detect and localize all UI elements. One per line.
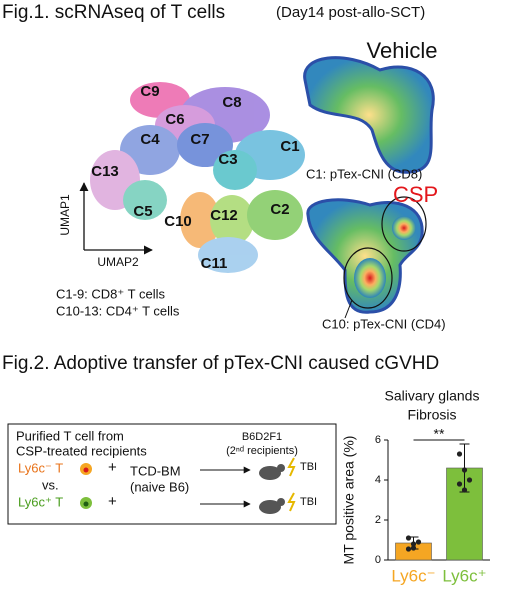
data-point (405, 535, 412, 541)
umap-clouds (90, 82, 305, 273)
schematic-text: TCD-BM (130, 463, 181, 478)
y-tick-label: 6 (375, 434, 381, 446)
x-tick-label: Ly6c⁺ (442, 566, 486, 585)
cell-icon (83, 467, 89, 473)
bolt (287, 457, 296, 477)
callout-text: C10: pTex-CNI (CD4) (322, 316, 446, 331)
schematic-text: B6D2F1 (242, 431, 282, 443)
callout-ellipse (343, 247, 393, 309)
cluster-label: C6 (165, 111, 184, 128)
cluster-label: C13 (91, 163, 119, 180)
schematic-text: vs. (42, 477, 59, 492)
cluster-label: C11 (201, 255, 228, 272)
hotspot (392, 216, 416, 240)
y-tick-label: 4 (375, 474, 381, 486)
chart-title: Salivary glands (385, 388, 480, 404)
y-tick-label: 2 (375, 514, 381, 526)
bolt (287, 492, 296, 512)
axis-label: UMAP1 (58, 194, 72, 236)
schematic-box (7, 423, 337, 525)
data-point (410, 541, 417, 547)
group-label: Ly6c⁻ T (18, 460, 63, 475)
mouse-icons (259, 464, 285, 514)
cluster-label: C8 (222, 94, 241, 111)
chart-title: Fibrosis (407, 407, 456, 423)
fig1-title: Fig.1. scRNAseq of T cells (2, 2, 225, 23)
data-point (410, 545, 417, 551)
heatmap-vehicle (303, 56, 435, 174)
cell-icon (83, 501, 89, 507)
schematic-text: (naive B6) (130, 479, 189, 494)
data-point (415, 539, 422, 545)
schematic-text: TBI (300, 461, 317, 473)
heatmap-title: Vehicle (367, 38, 438, 63)
csp-label: CSP (393, 182, 438, 207)
schematic-text: Purified T cell from (16, 428, 124, 443)
cluster-label: C10 (164, 213, 192, 230)
data-point (456, 481, 463, 487)
schematic-text: (2ⁿᵈ recipients) (226, 445, 298, 457)
callout-ellipse (381, 196, 427, 252)
fig1-subtitle: (Day14 post-allo-SCT) (276, 4, 425, 21)
y-axis-label: MT positive area (%) (341, 436, 357, 565)
hotspot (354, 258, 386, 298)
data-point (405, 546, 412, 552)
legend-text: C1-9: CD8⁺ T cells (56, 286, 165, 301)
data-point (461, 487, 468, 493)
cluster-label: C1 (280, 138, 299, 155)
y-tick-label: 0 (375, 554, 381, 566)
data-point (461, 467, 468, 473)
schematic-text: TBI (300, 496, 317, 508)
significance: ** (434, 426, 445, 442)
plus: + (108, 459, 117, 476)
schematic-text: CSP-treated recipients (16, 443, 147, 458)
cluster-label: C9 (140, 83, 159, 100)
data-point (466, 477, 473, 483)
plus: + (108, 493, 117, 510)
legend-text: C10-13: CD4⁺ T cells (56, 303, 180, 318)
fig2-title: Fig.2. Adoptive transfer of pTex-CNI cau… (2, 353, 439, 374)
cluster-label: C5 (133, 203, 152, 220)
cluster-label: C7 (190, 131, 209, 148)
cluster-label: C3 (218, 151, 237, 168)
callout-text: C1: pTex-CNI (CD8) (306, 166, 422, 181)
callout-line (344, 299, 353, 319)
group-label: Ly6c⁺ T (18, 494, 63, 509)
data-point (456, 451, 463, 457)
cluster-label: C2 (270, 201, 289, 218)
cluster-label: C12 (210, 207, 238, 224)
x-tick-label: Ly6c⁻ (391, 566, 435, 585)
bar-chart: Salivary glands Fibrosis MT positive area … (341, 388, 490, 585)
axis-label: UMAP2 (97, 255, 139, 269)
cluster-label: C4 (140, 131, 160, 148)
